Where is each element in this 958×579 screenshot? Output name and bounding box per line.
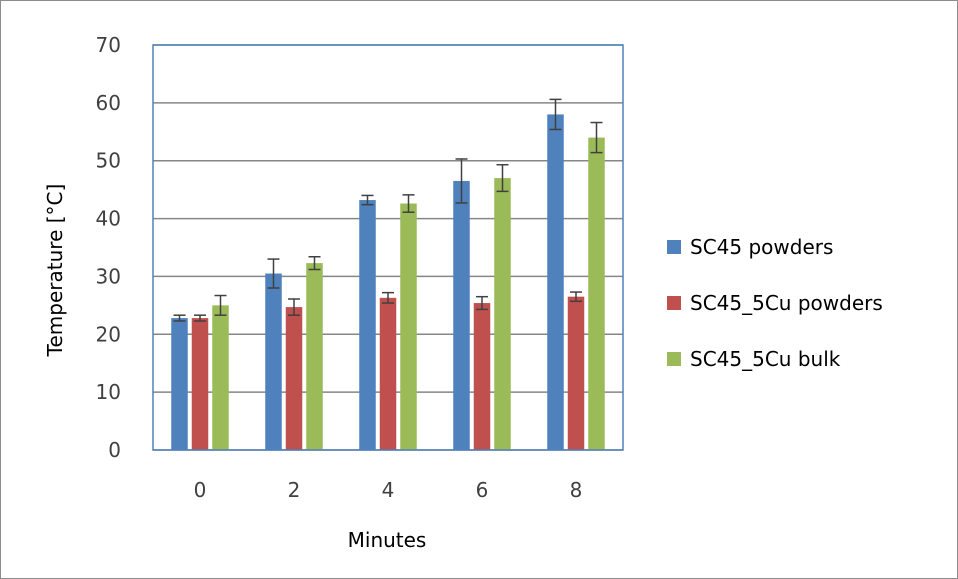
bars	[171, 114, 605, 451]
bar	[588, 137, 605, 451]
bar	[453, 180, 470, 450]
legend-label: SC45 powders	[690, 235, 833, 259]
y-tick-label: 40	[96, 207, 121, 231]
y-tick-label: 20	[96, 322, 121, 346]
x-tick-labels: 0 2 4 6 8	[194, 478, 583, 502]
x-tick-label: 6	[476, 478, 489, 502]
y-tick-label: 60	[96, 91, 121, 115]
y-tick-label: 70	[96, 33, 121, 57]
plot-area-border	[152, 44, 624, 451]
bar	[400, 203, 417, 450]
x-tick-label: 2	[288, 478, 301, 502]
bar	[547, 114, 564, 450]
legend-item: SC45_5Cu powders	[667, 291, 883, 315]
bar	[285, 307, 303, 450]
error-bars	[173, 98, 603, 322]
bar	[567, 296, 585, 450]
legend-label: SC45_5Cu powders	[690, 291, 883, 315]
y-tick-label: 10	[96, 380, 121, 404]
bar	[379, 297, 397, 450]
bar	[191, 318, 209, 450]
error-bar	[496, 164, 509, 193]
y-tick-label: 30	[96, 264, 121, 288]
error-bar	[267, 258, 280, 289]
error-bar	[455, 158, 468, 204]
legend-swatch	[667, 352, 681, 366]
legend-swatch	[667, 296, 681, 310]
error-bar	[308, 256, 321, 271]
y-tick-label: 0	[108, 438, 121, 462]
x-axis-title: Minutes	[348, 528, 427, 552]
legend: SC45 powders SC45_5Cu powders SC45_5Cu bul…	[667, 235, 883, 371]
bar	[171, 318, 188, 450]
legend-item: SC45_5Cu bulk	[667, 347, 841, 371]
error-bar	[288, 298, 300, 316]
error-bar	[214, 294, 227, 316]
y-tick-label: 50	[96, 149, 121, 173]
legend-label: SC45_5Cu bulk	[690, 347, 841, 371]
x-tick-label: 0	[194, 478, 207, 502]
y-axis-title: Temperature [°C]	[43, 184, 67, 358]
error-bar	[570, 291, 582, 303]
bar	[306, 263, 323, 450]
error-bar	[549, 98, 562, 131]
bar	[494, 178, 511, 451]
error-bar	[402, 194, 415, 213]
error-bar	[194, 314, 206, 322]
error-bar	[173, 314, 186, 322]
x-tick-label: 8	[570, 478, 583, 502]
error-bar	[476, 295, 488, 311]
error-bar	[361, 194, 374, 206]
x-tick-label: 4	[382, 478, 395, 502]
legend-swatch	[667, 240, 681, 254]
bar	[473, 303, 491, 450]
y-tick-labels: 0 10 20 30 40 50 60 70	[96, 33, 121, 462]
error-bar	[382, 291, 394, 304]
bar	[212, 305, 229, 450]
bar	[359, 200, 376, 450]
legend-item: SC45 powders	[667, 235, 833, 259]
error-bar	[590, 121, 603, 154]
bar	[265, 273, 282, 450]
